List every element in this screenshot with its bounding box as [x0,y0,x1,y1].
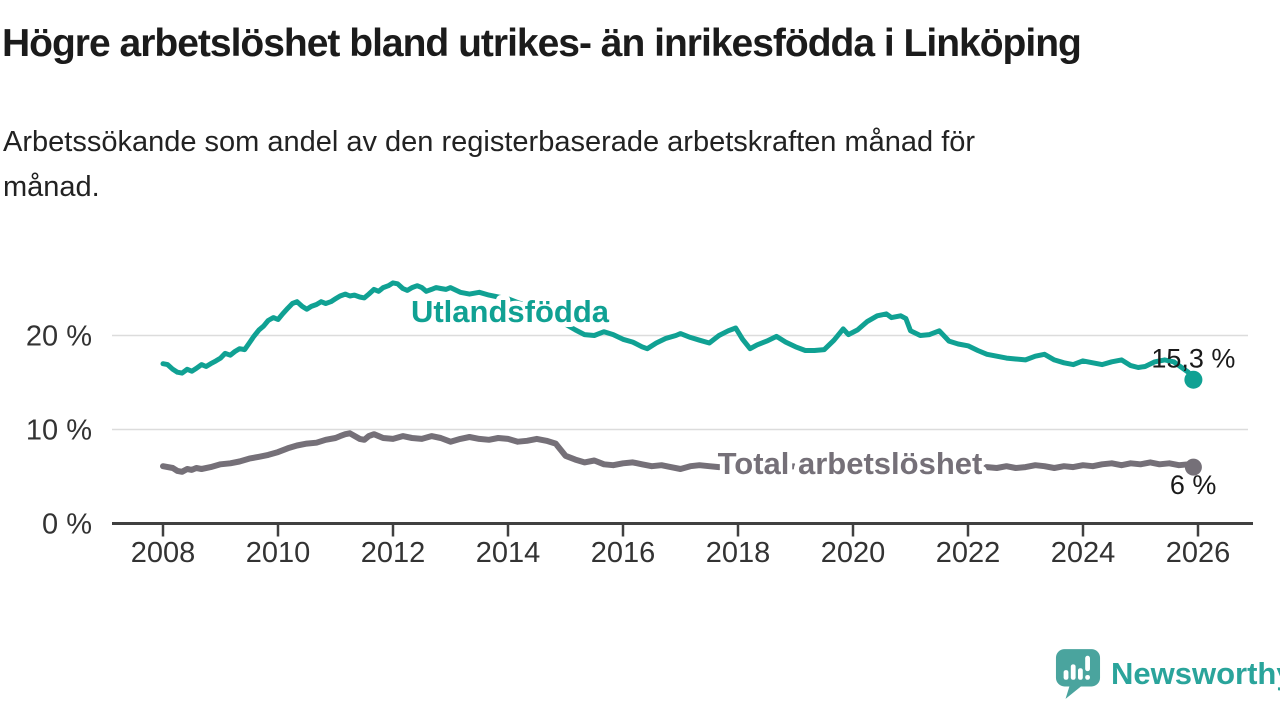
x-tick-label: 2010 [246,537,311,569]
page-title: Högre arbetslöshet bland utrikes- än inr… [2,22,1082,65]
x-tick-label: 2012 [361,537,426,569]
x-tick-label: 2020 [821,537,886,569]
x-tick-label: 2026 [1166,537,1231,569]
series-line-utlandsfodda [160,280,1196,383]
series-label: Utlandsfödda [411,294,610,329]
y-tick-label: 10 % [26,415,92,447]
x-tick-label: 2016 [591,537,656,569]
series-end-dot [1184,370,1203,389]
x-tick-label: 2014 [476,537,541,569]
series-end-value-label: 6 % [1170,470,1217,500]
series-end-dot [1184,458,1202,476]
newsworthy-wordmark: Newsworthy [1111,656,1280,691]
chart-subtitle: Arbetssökande som andel av den registerb… [3,120,975,210]
x-tick-label: 2024 [1051,537,1116,569]
x-tick-label: 2022 [936,537,1001,569]
y-tick-label: 20 % [26,321,92,353]
chart-subtitle-line-2: månad. [3,170,100,203]
bar-chart-speech-bubble-icon [1055,649,1101,699]
newsworthy-branding: Newsworthy [1055,648,1280,700]
series-label: Total arbetslöshet [718,446,983,481]
chart-subtitle-line-1: Arbetssökande som andel av den registerb… [3,126,976,158]
x-tick-label: 2008 [131,537,196,569]
series-line-total [160,430,1197,475]
series-end-value-label: 15,3 % [1151,344,1235,374]
y-tick-label: 0 % [42,509,92,541]
x-tick-label: 2018 [706,537,771,569]
